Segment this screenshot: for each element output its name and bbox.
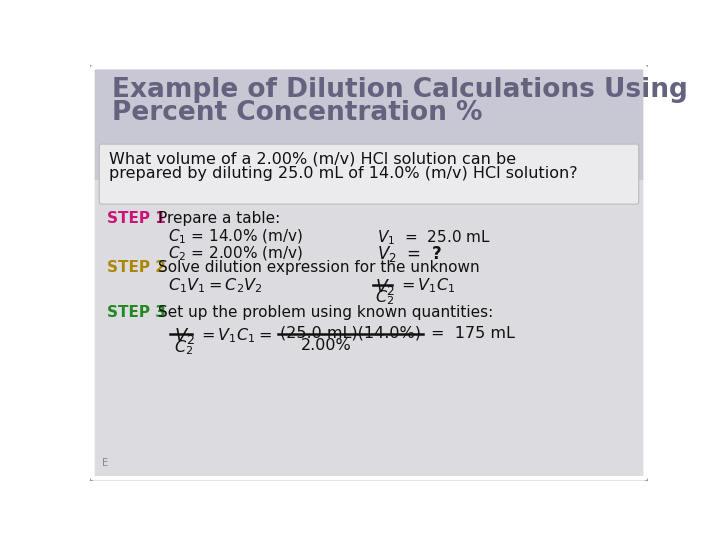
- Text: $C_2$: $C_2$: [174, 338, 193, 357]
- FancyBboxPatch shape: [99, 144, 639, 204]
- Text: $\boldsymbol{V_2}$  =  $\boldsymbol{?}$: $\boldsymbol{V_2}$ = $\boldsymbol{?}$: [377, 244, 442, 264]
- Text: Prepare a table:: Prepare a table:: [158, 211, 281, 226]
- Text: STEP 2: STEP 2: [107, 260, 166, 275]
- Text: $\boldsymbol{V_2}$: $\boldsymbol{V_2}$: [174, 326, 195, 346]
- Text: 2.00%: 2.00%: [301, 338, 351, 353]
- Text: STEP 3: STEP 3: [107, 305, 166, 320]
- Text: What volume of a 2.00% (m/v) HCl solution can be: What volume of a 2.00% (m/v) HCl solutio…: [109, 151, 516, 166]
- Text: prepared by diluting 25.0 mL of 14.0% (m/v) HCl solution?: prepared by diluting 25.0 mL of 14.0% (m…: [109, 166, 577, 181]
- Text: $= V_1 C_1 =$: $= V_1 C_1 =$: [199, 326, 272, 345]
- Text: $= V_1 C_1$: $= V_1 C_1$: [398, 276, 456, 295]
- Text: STEP 1: STEP 1: [107, 211, 166, 226]
- Text: (25.0 mL)(14.0%): (25.0 mL)(14.0%): [280, 326, 421, 341]
- FancyBboxPatch shape: [94, 70, 644, 180]
- Text: $C_1 V_1 = C_2\boldsymbol{V_2}$: $C_1 V_1 = C_2\boldsymbol{V_2}$: [168, 276, 262, 295]
- FancyBboxPatch shape: [94, 180, 644, 476]
- Text: =  175 mL: = 175 mL: [431, 326, 515, 341]
- Text: Percent Concentration %: Percent Concentration %: [112, 100, 482, 126]
- FancyBboxPatch shape: [89, 63, 649, 482]
- Text: $C_1$ = 14.0% (m/v): $C_1$ = 14.0% (m/v): [168, 228, 302, 246]
- Text: E: E: [102, 458, 109, 468]
- Text: $\boldsymbol{V_2}$: $\boldsymbol{V_2}$: [375, 276, 395, 296]
- Text: $C_2$ = 2.00% (m/v): $C_2$ = 2.00% (m/v): [168, 244, 302, 262]
- Text: Set up the problem using known quantities:: Set up the problem using known quantitie…: [158, 305, 493, 320]
- Text: Example of Dilution Calculations Using: Example of Dilution Calculations Using: [112, 77, 688, 103]
- Text: Solve dilution expression for the unknown: Solve dilution expression for the unknow…: [158, 260, 480, 275]
- Text: $C_2$: $C_2$: [375, 288, 395, 307]
- Text: $V_1$  =  25.0 mL: $V_1$ = 25.0 mL: [377, 228, 490, 247]
